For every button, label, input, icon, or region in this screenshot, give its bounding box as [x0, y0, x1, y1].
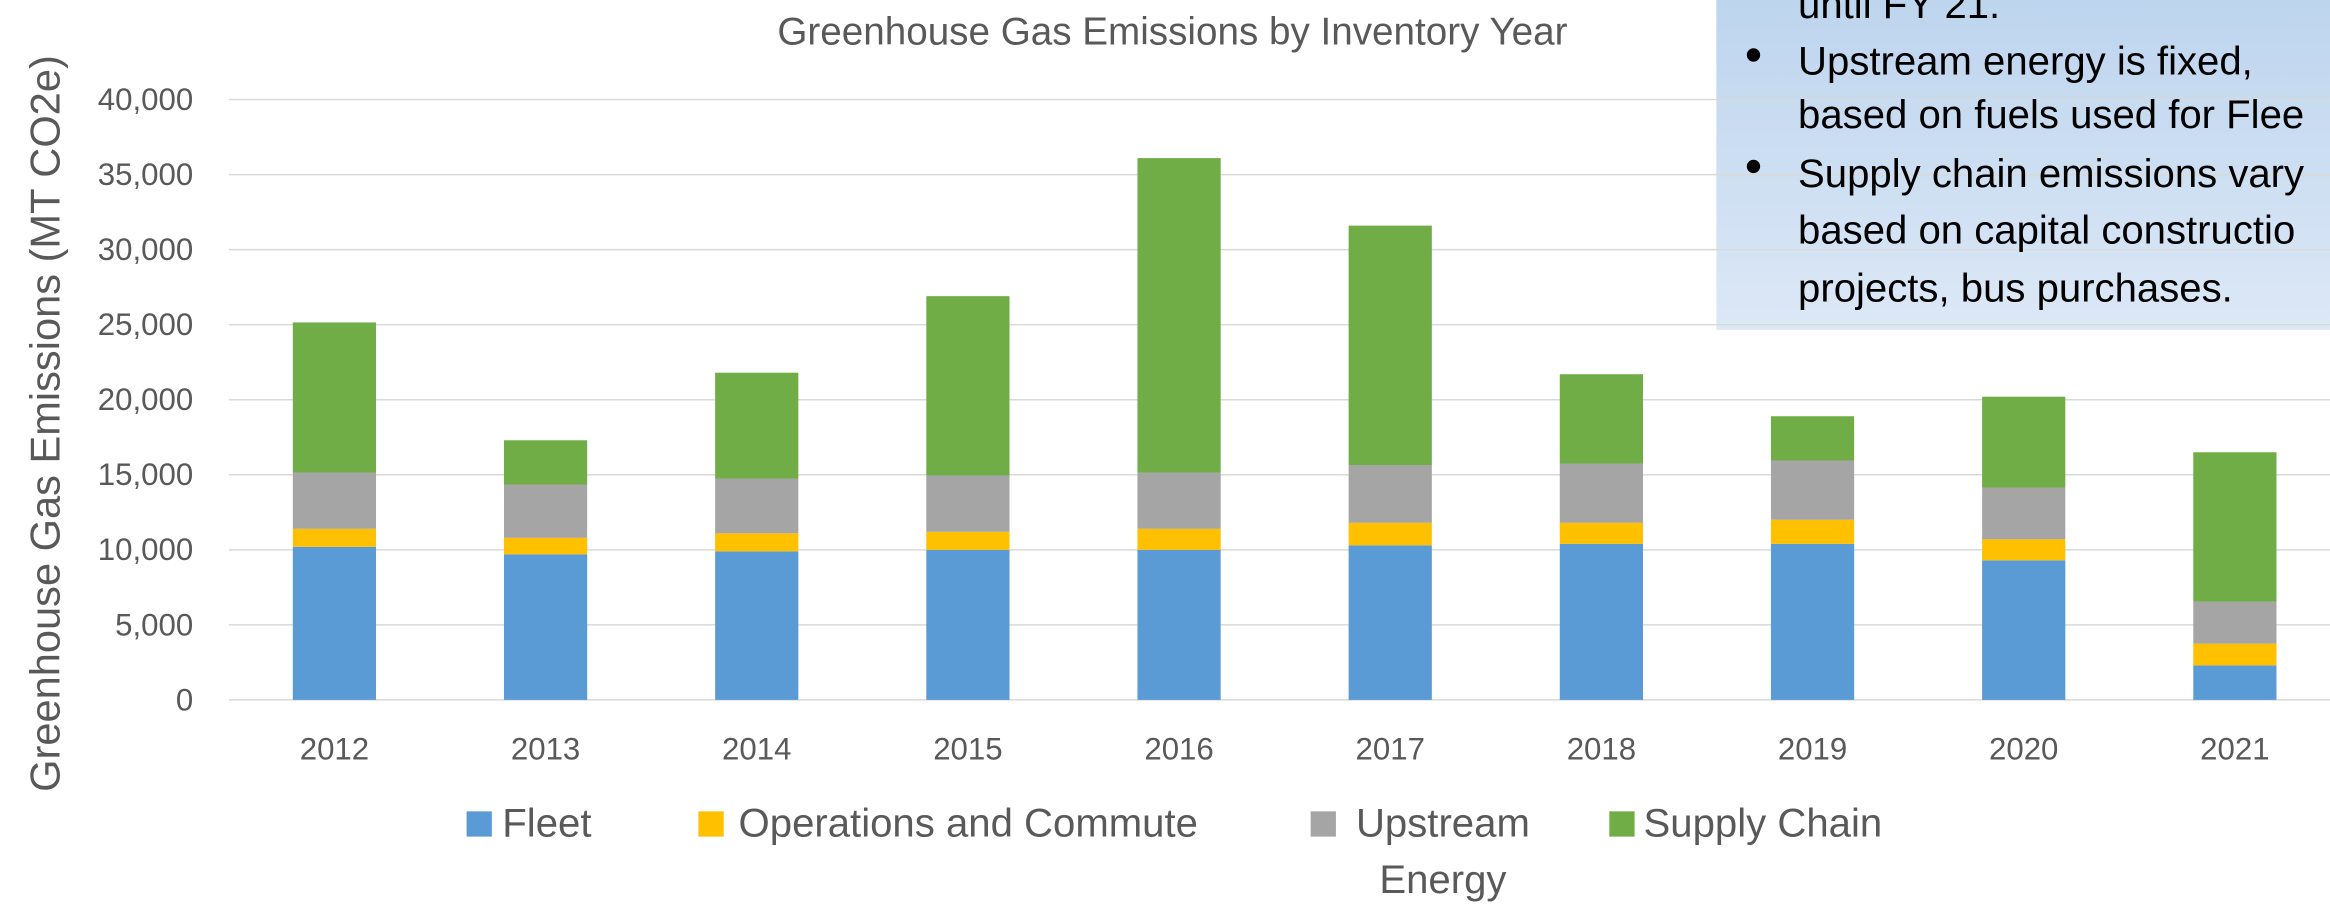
bar-segment	[1137, 158, 1221, 473]
y-tick-label: 35,000	[98, 157, 193, 192]
legend-swatch	[698, 811, 724, 837]
bar-segment	[1137, 472, 1221, 529]
x-tick-label: 2019	[1778, 731, 1847, 766]
legend-label: Fleet	[502, 800, 592, 846]
bar-segment	[2193, 643, 2277, 666]
x-tick-label: 2021	[2200, 731, 2269, 766]
x-tick-label: 2016	[1144, 731, 1213, 766]
bar-segment	[292, 528, 377, 547]
note-text: based on capital constructio	[1798, 208, 2295, 253]
note-text: Upstream energy is fixed,	[1798, 38, 2253, 83]
chart-title: Greenhouse Gas Emissions by Inventory Ye…	[777, 11, 1567, 54]
bar-segment	[2193, 665, 2277, 700]
note-box	[1716, 0, 2330, 330]
y-tick-label: 40,000	[98, 82, 193, 117]
bar-segment	[1982, 487, 2066, 540]
bar-segment	[292, 472, 377, 529]
x-tick-label: 2013	[511, 731, 580, 766]
bar-segment	[926, 549, 1010, 700]
bar-segment	[715, 372, 799, 479]
bar-segment	[2193, 601, 2277, 644]
x-tick-label: 2012	[300, 731, 369, 766]
note-text: until FY 21.	[1798, 0, 2000, 27]
x-tick-label: 2014	[722, 731, 791, 766]
x-tick-label: 2015	[933, 731, 1002, 766]
bar-segment	[292, 546, 377, 700]
bar-segment	[503, 484, 588, 538]
bar-segment	[1348, 465, 1432, 523]
legend-swatch	[466, 811, 492, 837]
bar-segment	[1559, 463, 1643, 523]
bar-segment	[1137, 528, 1221, 550]
y-tick-label: 20,000	[98, 382, 193, 417]
bar-segment	[503, 440, 588, 485]
y-tick-label: 30,000	[98, 232, 193, 267]
bars	[292, 158, 2277, 700]
bar-segment	[1770, 460, 1855, 520]
bar-segment	[926, 296, 1010, 476]
legend-label: Operations and Commute	[738, 800, 1198, 846]
bar-segment	[503, 537, 588, 555]
y-tick-label: 10,000	[98, 532, 193, 567]
bar-segment	[1348, 545, 1432, 700]
bar-segment	[1982, 396, 2066, 488]
bar-segment	[503, 554, 588, 700]
bar-segment	[715, 551, 799, 700]
x-tick-label: 2020	[1989, 731, 2058, 766]
legend-label: Supply Chain	[1643, 800, 1883, 846]
bar-segment	[1770, 519, 1855, 544]
bar-segment	[1770, 543, 1855, 700]
bar-segment	[926, 531, 1010, 550]
x-tick-label: 2017	[1356, 731, 1425, 766]
bar-segment	[292, 322, 377, 473]
bar-segment	[1770, 416, 1855, 461]
bar-segment	[715, 533, 799, 552]
bar-segment	[1348, 225, 1432, 466]
bullet	[1746, 159, 1761, 174]
bar-segment	[1559, 522, 1643, 544]
y-tick-label: 0	[176, 682, 193, 717]
bar-segment	[1982, 539, 2066, 561]
legend-swatch	[1310, 811, 1336, 837]
bar-segment	[1559, 374, 1643, 464]
bar-segment	[715, 478, 799, 534]
bar-segment	[2193, 452, 2277, 602]
bar-segment	[926, 475, 1010, 532]
note-text: Supply chain emissions vary	[1798, 151, 2304, 196]
bullet	[1746, 48, 1761, 62]
y-axis-label: Greenhouse Gas Emissions (MT CO2e)	[21, 55, 68, 792]
y-tick-label: 5,000	[115, 607, 193, 642]
y-tick-label: 25,000	[98, 307, 193, 342]
y-tick-label: 15,000	[98, 457, 193, 492]
bar-segment	[1559, 543, 1643, 700]
bar-segment	[1982, 560, 2066, 700]
x-tick-label: 2018	[1567, 731, 1636, 766]
bar-segment	[1348, 522, 1432, 546]
note-text: projects, bus purchases.	[1798, 266, 2233, 311]
note-text: based on fuels used for Flee	[1798, 92, 2304, 137]
legend-swatch	[1609, 811, 1635, 837]
bar-segment	[1137, 549, 1221, 700]
legend-label: Upstream Energy	[1355, 800, 1530, 903]
